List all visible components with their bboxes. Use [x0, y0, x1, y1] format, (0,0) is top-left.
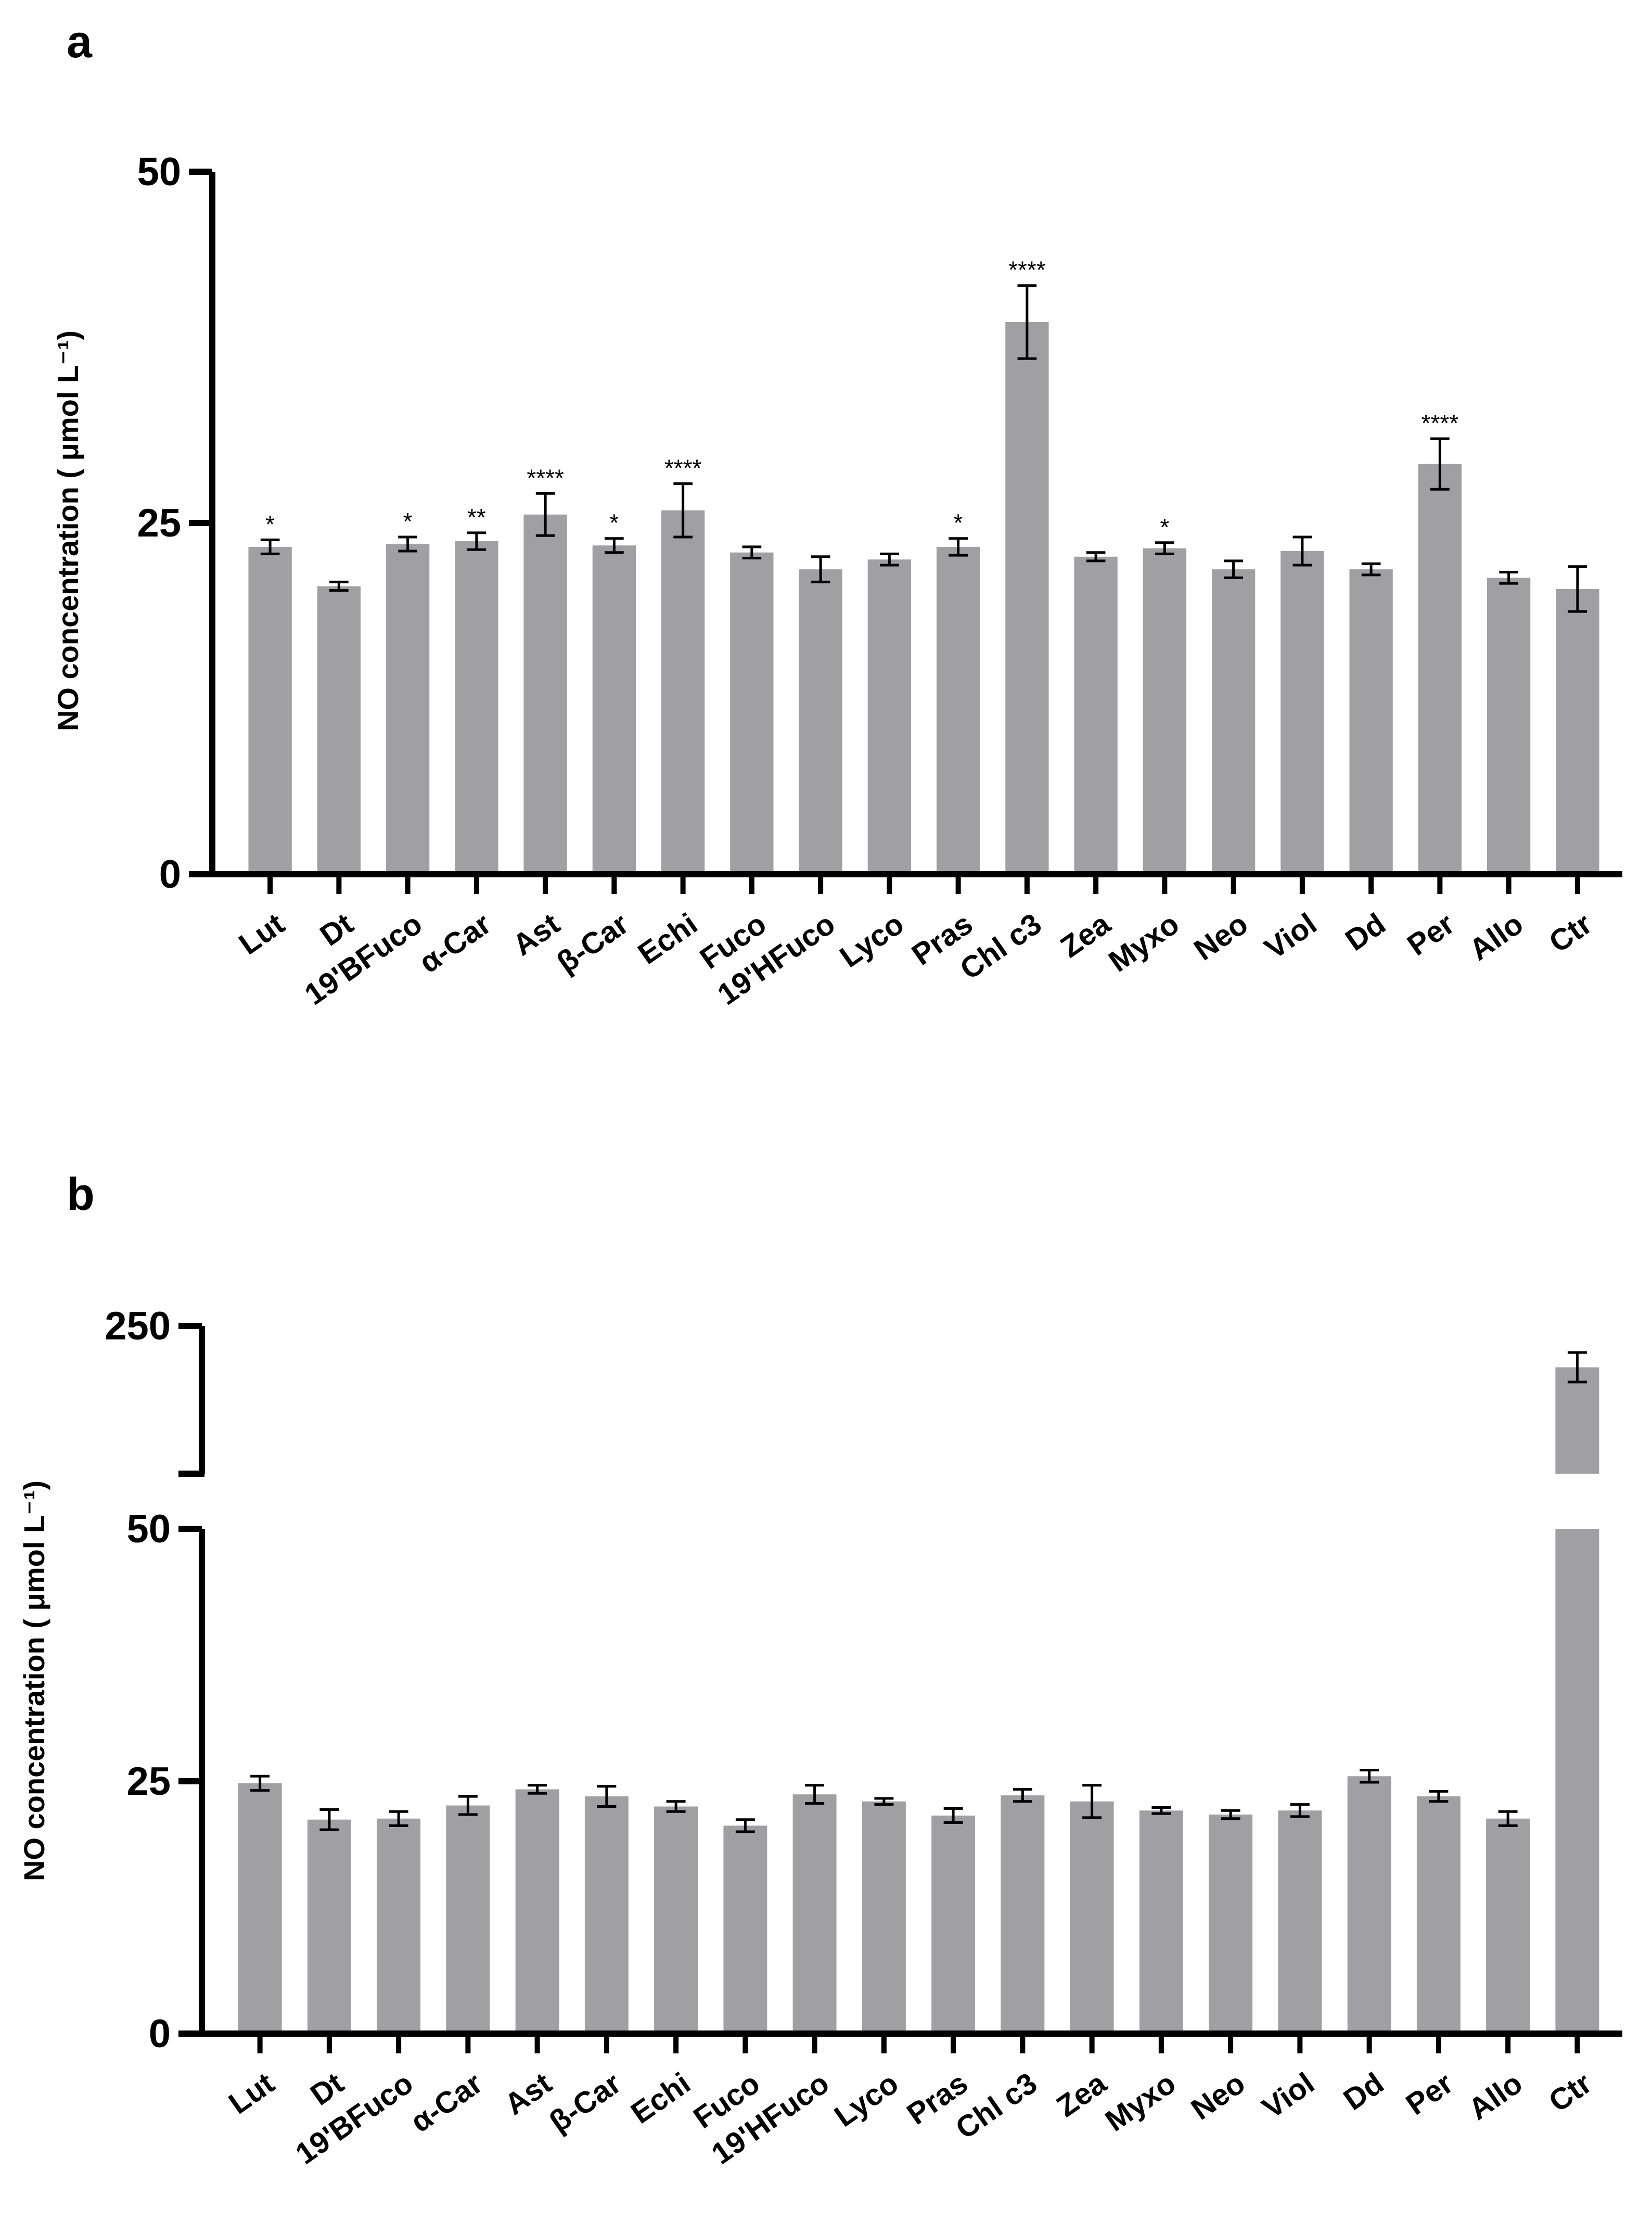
bar [446, 1805, 490, 2034]
significance-label: * [1160, 514, 1169, 541]
bar [1280, 551, 1324, 874]
bar [1074, 556, 1118, 874]
x-tick-label: Myxo [1099, 2066, 1182, 2138]
bar [730, 552, 774, 874]
bar [307, 1819, 351, 2034]
x-tick-label: Neo [1185, 2066, 1251, 2126]
bar [723, 1825, 767, 2034]
bar [792, 1794, 837, 2034]
x-tick-label: Viol [1259, 906, 1323, 966]
y-tick-label: 25 [126, 1759, 171, 1804]
y-tick-label: 50 [126, 1507, 171, 1551]
x-tick-label: Ctr [1543, 906, 1598, 959]
x-tick-label: Dd [1337, 2066, 1390, 2117]
bar [515, 1789, 559, 2034]
bar [317, 586, 361, 874]
panel-letter: b [67, 1168, 95, 1220]
x-tick-label: Ctr [1543, 2066, 1598, 2118]
bar [1139, 1810, 1183, 2034]
x-tick-label: Neo [1188, 906, 1254, 967]
bar [1486, 1818, 1530, 2034]
x-tick-label: Chl c3 [954, 906, 1047, 986]
bar [386, 544, 430, 874]
significance-label: **** [664, 454, 702, 481]
x-tick-label: Allo [1463, 2066, 1529, 2126]
bar [1418, 464, 1462, 874]
bar [1005, 322, 1049, 874]
bar [592, 545, 636, 874]
x-tick-label: Allo [1463, 906, 1529, 967]
x-tick-label: Echi [632, 906, 703, 971]
x-tick-label: Lut [233, 906, 290, 961]
x-tick-label: Dd [1339, 906, 1392, 957]
bar [799, 569, 842, 874]
panel-b-chart: bNO concentration ( μmol L⁻¹)Lut Dt19'BFu… [18, 1168, 1622, 2171]
bar [1211, 569, 1256, 874]
x-tick-label: Dt [304, 2066, 350, 2112]
bar [377, 1818, 421, 2034]
y-tick-label: 50 [137, 150, 181, 194]
x-tick-label: Echi [625, 2066, 697, 2130]
x-tick-label: α-Car [404, 2066, 489, 2139]
significance-label: * [265, 510, 275, 538]
y-tick-label: 0 [159, 852, 181, 897]
bar [455, 541, 498, 874]
bar [936, 546, 980, 874]
x-tick-label: Chl c3 [950, 2066, 1043, 2145]
bar [1555, 1529, 1599, 2034]
panel-a-chart: aNO concentration ( μmol L⁻¹) *Lut Dt*19'B… [52, 16, 1622, 1012]
x-tick-label: β-Car [543, 2066, 627, 2139]
bar [523, 514, 567, 874]
bar [1347, 1776, 1391, 2034]
bar [1070, 1801, 1114, 2034]
bar [1001, 1795, 1045, 2034]
bar [654, 1806, 698, 2034]
bar [248, 546, 292, 874]
significance-label: * [954, 509, 963, 537]
x-tick-label: Viol [1256, 2066, 1321, 2125]
bar [661, 510, 705, 874]
panel-letter: a [67, 16, 93, 67]
bar [1143, 548, 1187, 874]
bar [238, 1783, 282, 2034]
bar [862, 1801, 906, 2034]
bar [1349, 569, 1393, 874]
bar [1556, 589, 1599, 874]
significance-label: * [609, 509, 619, 537]
x-tick-label: Lyco [828, 2066, 904, 2134]
bar [867, 559, 912, 874]
y-tick-label: 25 [137, 501, 181, 545]
x-tick-label: Per [1400, 2066, 1459, 2122]
bar [1278, 1810, 1322, 2034]
x-tick-label: Myxo [1103, 906, 1185, 978]
significance-label: ** [467, 504, 486, 531]
bar [1487, 578, 1531, 874]
bar [1209, 1815, 1253, 2034]
y-tick-label: 0 [149, 2012, 171, 2056]
y-axis-label: NO concentration ( μmol L⁻¹) [18, 1480, 50, 1881]
bar [1416, 1796, 1461, 2034]
y-tick-label: 250 [105, 1304, 171, 1348]
bar [931, 1815, 976, 2034]
significance-label: **** [1422, 410, 1459, 437]
x-tick-label: β-Car [550, 906, 634, 979]
x-tick-label: Lyco [834, 906, 910, 974]
x-tick-label: Lut [223, 2066, 280, 2121]
bar-upper-segment [1555, 1367, 1599, 1474]
y-axis-label: NO concentration ( μmol L⁻¹) [52, 330, 84, 731]
x-tick-label: α-Car [413, 906, 497, 979]
significance-label: * [403, 508, 413, 535]
significance-label: **** [527, 464, 564, 491]
significance-label: **** [1008, 257, 1046, 284]
x-tick-label: Per [1401, 906, 1461, 962]
bar [584, 1796, 629, 2034]
